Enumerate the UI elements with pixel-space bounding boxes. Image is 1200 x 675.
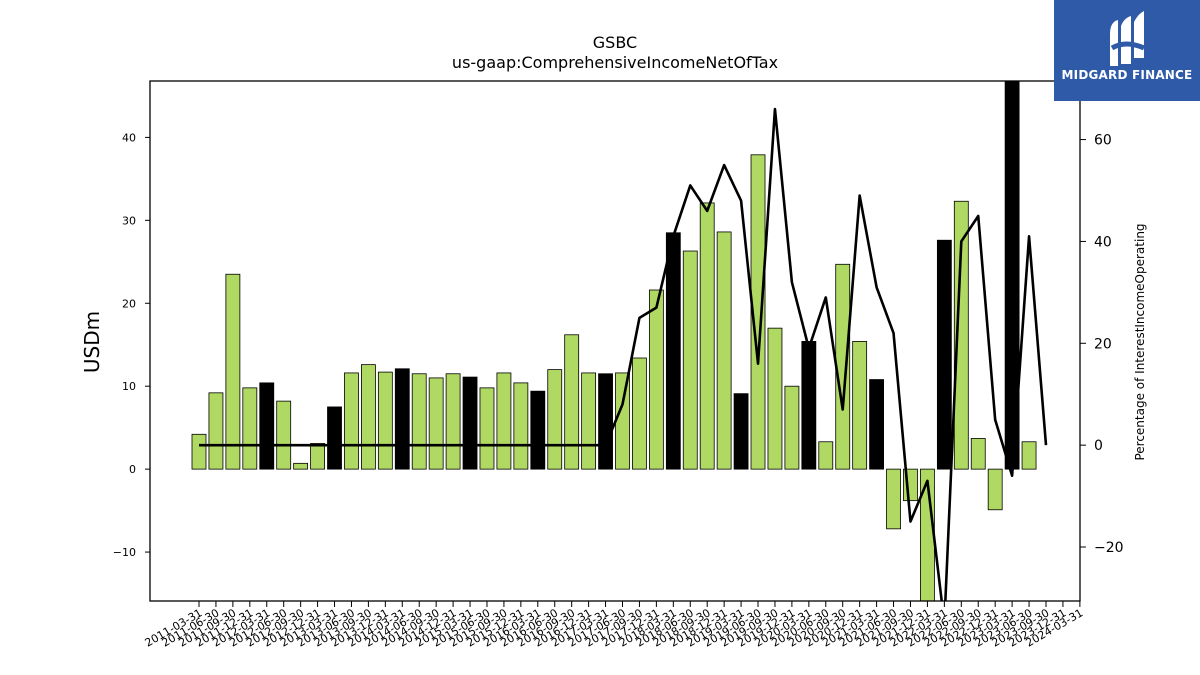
- bar-2022-03-31: [936, 239, 952, 470]
- y-tick-label: 10: [122, 380, 136, 393]
- y2-tick-label: 40: [1094, 234, 1112, 250]
- y2-tick-label: 60: [1094, 133, 1112, 149]
- bar-2011-03-31: [191, 433, 207, 470]
- bar-2020-06-30: [818, 441, 834, 470]
- bar-2020-09-30: [835, 263, 851, 470]
- bar-2015-03-31: [462, 376, 478, 470]
- midgard-logo-icon: [1110, 11, 1146, 66]
- bar-2015-12-31: [513, 382, 529, 470]
- bar-2016-09-30: [564, 334, 580, 470]
- y2-tick-label: −20: [1094, 540, 1124, 556]
- y2-tick-label: 0: [1094, 438, 1103, 454]
- chart-title: GSBC: [593, 33, 637, 52]
- bar-2013-03-31: [327, 406, 342, 470]
- bar-2016-03-31: [530, 390, 546, 470]
- bar-2012-03-31: [259, 382, 275, 470]
- bar-2015-06-30: [479, 387, 495, 470]
- y-tick-label: 30: [122, 214, 136, 227]
- y2-axis-label: Percentage of InterestIncomeOperating: [1133, 223, 1147, 460]
- bar-2019-09-30: [767, 327, 783, 470]
- y2-tick-label: 20: [1094, 336, 1112, 352]
- bar-2011-06-30: [208, 392, 224, 470]
- y-tick-label: 0: [129, 463, 136, 476]
- bar-2017-09-30: [632, 357, 647, 470]
- bar-2021-06-30: [886, 468, 901, 530]
- bar-2011-12-31: [242, 387, 258, 470]
- ratio-line: [199, 107, 1048, 601]
- chart-subtitle: us-gaap:ComprehensiveIncomeNetOfTax: [452, 53, 778, 72]
- bar-2018-03-31: [665, 232, 681, 470]
- y-axis-right: −20 0 20 40 60: [1080, 133, 1124, 556]
- bar-2012-12-31: [310, 443, 325, 470]
- bar-2022-09-30: [970, 438, 986, 470]
- bar-2018-09-30: [699, 202, 715, 470]
- bar-2012-09-30: [293, 462, 309, 470]
- bars-group: [191, 80, 1037, 602]
- bar-2022-12-31: [987, 468, 1003, 511]
- bar-2014-03-31: [394, 368, 410, 470]
- bar-2015-09-30: [496, 372, 512, 470]
- bar-2021-03-31: [869, 379, 884, 470]
- bar-2011-09-30: [225, 273, 241, 470]
- brand-logo: MIDGARD FINANCE: [1054, 0, 1200, 101]
- bar-2023-06-30: [1021, 441, 1037, 470]
- bar-2017-03-31: [598, 373, 613, 470]
- bar-2013-12-31: [377, 371, 393, 470]
- y-axis-left: −10 0 10 20 30 40: [113, 131, 150, 559]
- bar-2020-12-31: [852, 341, 868, 470]
- brand-name: MIDGARD FINANCE: [1061, 68, 1193, 82]
- bar-2017-06-30: [615, 372, 630, 470]
- bar-2013-09-30: [360, 364, 376, 470]
- y-tick-label: −10: [113, 546, 136, 559]
- bar-2014-12-31: [445, 373, 461, 470]
- bar-2012-06-30: [276, 400, 292, 470]
- y-tick-label: 40: [122, 131, 136, 144]
- x-axis: 2011-03-312011-06-302011-09-302011-12-31…: [143, 601, 1085, 650]
- bar-2022-06-30: [953, 200, 969, 470]
- bar-2019-06-30: [750, 154, 766, 470]
- bar-2016-12-31: [581, 372, 597, 470]
- bar-2019-12-31: [784, 385, 800, 470]
- bar-2018-06-30: [682, 250, 698, 470]
- bar-2020-03-31: [801, 341, 817, 470]
- bar-2019-03-31: [733, 393, 749, 470]
- bar-2013-06-30: [344, 372, 359, 470]
- bar-2016-06-30: [547, 369, 563, 470]
- bar-2014-06-30: [411, 373, 427, 470]
- bar-2014-09-30: [428, 377, 444, 470]
- bar-2017-12-31: [648, 289, 664, 470]
- y-axis-label: USDm: [80, 311, 104, 373]
- bar-2018-12-31: [716, 231, 732, 470]
- y-tick-label: 20: [122, 297, 136, 310]
- plot-frame: [149, 80, 1081, 602]
